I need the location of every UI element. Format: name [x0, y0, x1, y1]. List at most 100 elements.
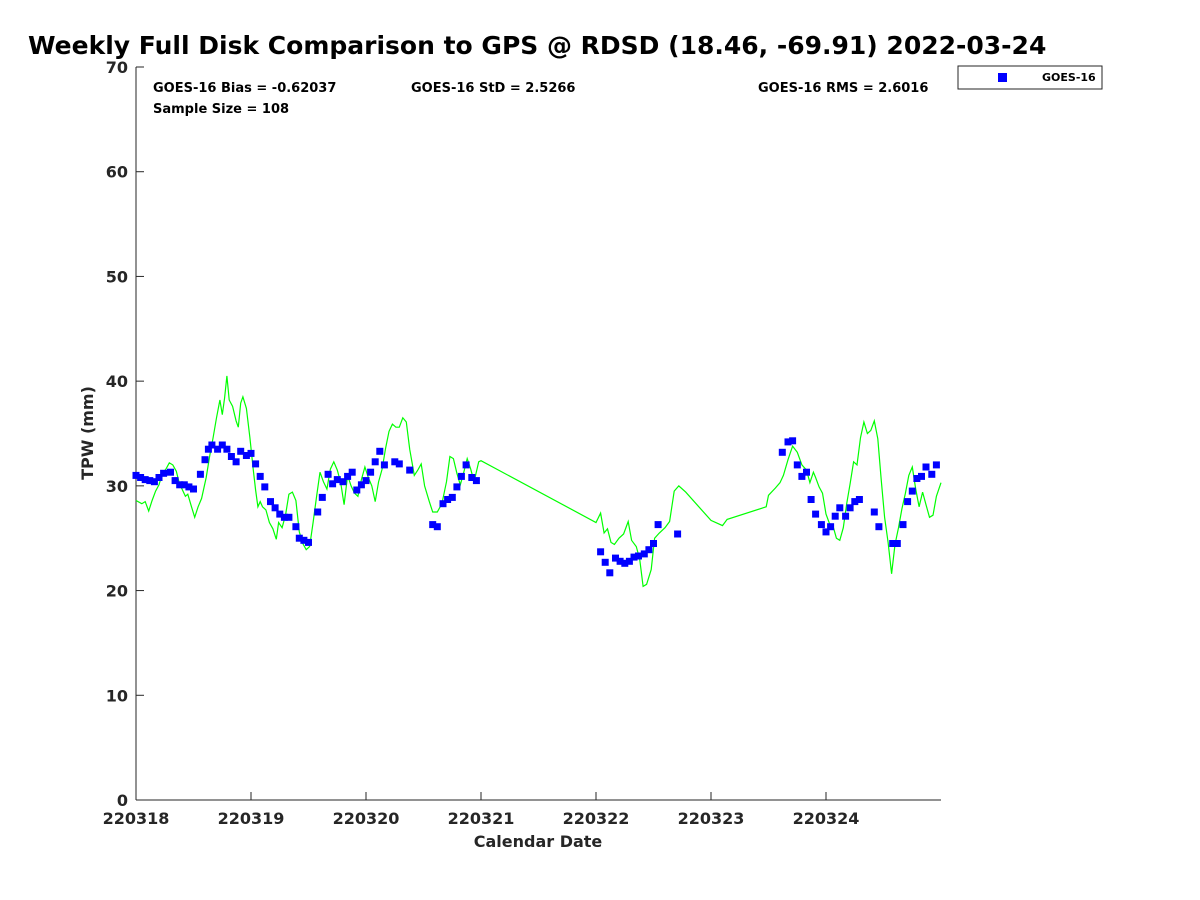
- goes16-point: [267, 498, 274, 506]
- x-tick-label: 220320: [333, 809, 400, 828]
- goes16-point: [357, 481, 365, 489]
- goes16-point: [650, 540, 657, 547]
- goes16-point: [242, 452, 250, 459]
- goes16-point: [621, 559, 629, 567]
- goes16-point: [429, 521, 437, 529]
- goes16-point: [625, 557, 633, 565]
- goes16-point: [630, 553, 638, 561]
- goes16-point: [827, 523, 835, 531]
- goes16-point: [654, 521, 662, 529]
- goes16-point: [433, 523, 441, 531]
- goes16-point: [208, 441, 216, 449]
- x-axis-label: Calendar Date: [474, 832, 603, 851]
- x-tick-label: 220324: [793, 809, 860, 828]
- goes16-point: [196, 470, 204, 478]
- goes16-point: [256, 472, 264, 480]
- goes16-point: [367, 468, 375, 476]
- goes16-point: [333, 476, 341, 484]
- goes16-point: [893, 540, 901, 547]
- goes16-point: [137, 474, 145, 481]
- goes16-point: [167, 468, 174, 476]
- goes16-point: [778, 448, 786, 456]
- goes16-point: [292, 523, 300, 531]
- y-tick-label: 30: [106, 477, 128, 496]
- goes16-point: [807, 496, 815, 503]
- legend-label: GOES-16: [1042, 71, 1096, 84]
- x-tick-label: 220321: [448, 809, 515, 828]
- legend-box: [957, 65, 1103, 90]
- goes16-point: [606, 569, 614, 577]
- goes16-point: [180, 481, 188, 489]
- goes16-point: [237, 447, 245, 455]
- goes16-point: [132, 471, 140, 479]
- x-axis: 220318 220319 220320 220321 220322 220323 2203…: [103, 792, 860, 828]
- goes16-point: [201, 456, 209, 464]
- goes16-point: [223, 445, 231, 453]
- goes16-point: [380, 461, 388, 469]
- goes16-point: [899, 521, 907, 529]
- goes16-point: [295, 534, 303, 542]
- legend: GOES-16: [957, 65, 1103, 90]
- goes16-point: [391, 458, 399, 466]
- y-tick-label: 40: [106, 372, 128, 391]
- goes16-point: [155, 474, 163, 481]
- goes16-point: [353, 486, 361, 494]
- goes16-point: [261, 483, 269, 491]
- goes16-point: [453, 483, 461, 491]
- series-layer: [132, 375, 942, 588]
- goes16-point: [789, 437, 797, 445]
- goes16-point: [846, 504, 854, 512]
- goes16-point: [784, 438, 792, 446]
- goes16-point: [190, 485, 197, 493]
- x-tick-label: 220319: [218, 809, 285, 828]
- goes16-point: [232, 458, 240, 466]
- goes16-point: [468, 474, 476, 481]
- goes16-point: [472, 477, 480, 485]
- goes16-point: [218, 441, 226, 449]
- y-tick-label: 50: [106, 267, 128, 286]
- goes16-point: [922, 463, 930, 471]
- goes16-point: [597, 548, 605, 556]
- goes16-point: [247, 449, 255, 457]
- goes16-point: [376, 447, 384, 455]
- goes16-point: [171, 477, 179, 485]
- goes16-point: [462, 461, 470, 469]
- goes16-point: [444, 496, 452, 503]
- goes16-point: [318, 493, 326, 501]
- goes16-point: [214, 445, 222, 453]
- goes16-point: [285, 513, 293, 521]
- legend-marker: [998, 73, 1007, 82]
- goes16-point: [146, 477, 154, 485]
- goes16-point: [305, 538, 312, 546]
- goes16-point: [908, 487, 916, 495]
- goes16-point: [932, 461, 940, 469]
- x-tick-label: 220323: [678, 809, 745, 828]
- goes16-point: [645, 546, 653, 554]
- goes16-point: [616, 557, 624, 565]
- x-tick-label: 220318: [103, 809, 170, 828]
- goes16-point: [875, 523, 883, 531]
- goes16-point: [918, 472, 925, 480]
- goes16-point: [635, 552, 642, 560]
- goes16-point: [395, 460, 403, 468]
- goes16-point: [150, 478, 158, 486]
- goes16-point: [362, 477, 370, 485]
- goes16-point: [439, 500, 447, 508]
- goes16-point: [870, 508, 878, 516]
- goes16-point: [406, 466, 414, 474]
- goes16-point: [913, 475, 921, 482]
- goes16-point: [141, 476, 149, 484]
- goes16-point: [803, 468, 810, 476]
- goes16-point: [674, 530, 682, 538]
- goes16-point: [329, 480, 337, 488]
- y-tick-label: 70: [106, 58, 128, 77]
- goes16-point: [324, 470, 332, 478]
- goes16-point: [889, 540, 897, 547]
- goes16-point: [798, 472, 806, 480]
- goes16-point: [836, 504, 844, 512]
- goes16-point: [160, 469, 168, 477]
- chart-title: Weekly Full Disk Comparison to GPS @ RDS…: [28, 31, 1046, 60]
- goes16-point: [812, 510, 820, 518]
- goes16-point: [185, 483, 193, 491]
